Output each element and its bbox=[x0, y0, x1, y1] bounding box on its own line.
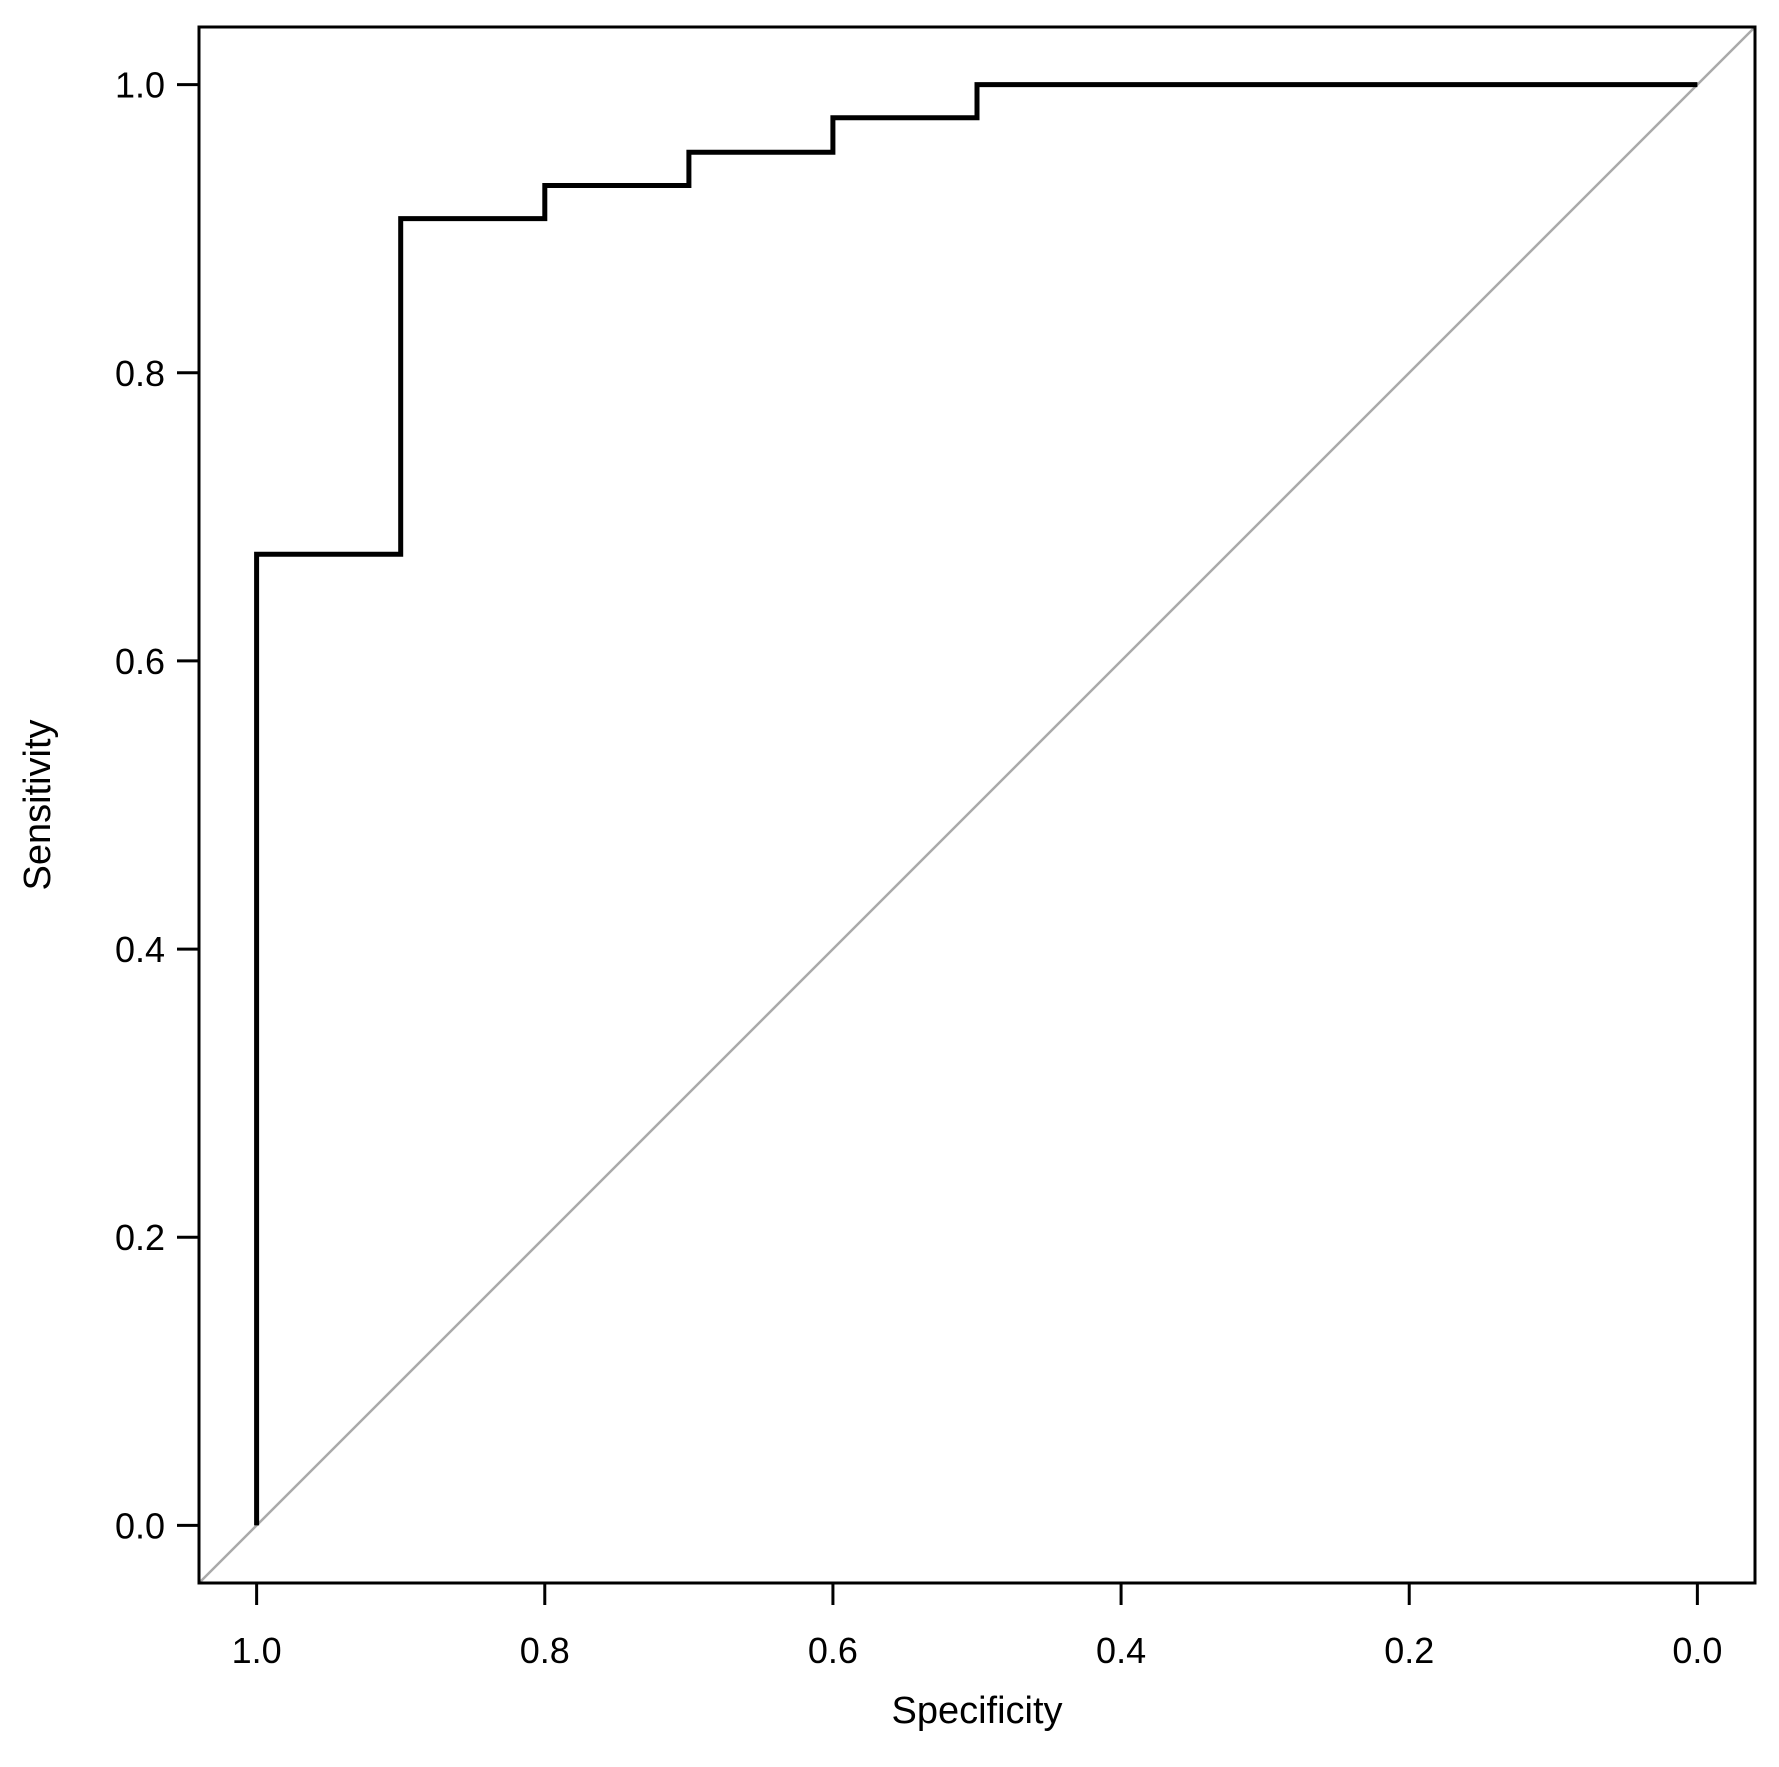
y-tick-label: 0.8 bbox=[115, 353, 165, 394]
y-tick-label: 0.4 bbox=[115, 929, 165, 970]
x-axis: 1.0 0.8 0.6 0.4 0.2 0.0 bbox=[232, 1583, 1722, 1671]
roc-curve-line bbox=[254, 82, 1698, 1526]
x-tick-label: 0.4 bbox=[1096, 1630, 1146, 1671]
reference-diagonal-line bbox=[198, 26, 1756, 1584]
plot-frame bbox=[197, 25, 1757, 1585]
x-tick-label: 0.0 bbox=[1672, 1630, 1722, 1671]
x-tick-label: 0.6 bbox=[808, 1630, 858, 1671]
y-tick-label: 0.6 bbox=[115, 641, 165, 682]
y-axis: 0.0 0.2 0.4 0.6 0.8 1.0 bbox=[115, 65, 199, 1546]
y-tick-label: 1.0 bbox=[115, 65, 165, 106]
y-axis-title: Sensitivity bbox=[17, 719, 59, 890]
x-tick-label: 0.2 bbox=[1384, 1630, 1434, 1671]
x-tick-label: 1.0 bbox=[232, 1630, 282, 1671]
x-tick-label: 0.8 bbox=[520, 1630, 570, 1671]
series-layer bbox=[254, 82, 1698, 1526]
reference-layer bbox=[198, 26, 1756, 1584]
y-tick-label: 0.0 bbox=[115, 1505, 165, 1546]
y-tick-label: 0.2 bbox=[115, 1217, 165, 1258]
x-axis-title: Specificity bbox=[891, 1690, 1062, 1732]
